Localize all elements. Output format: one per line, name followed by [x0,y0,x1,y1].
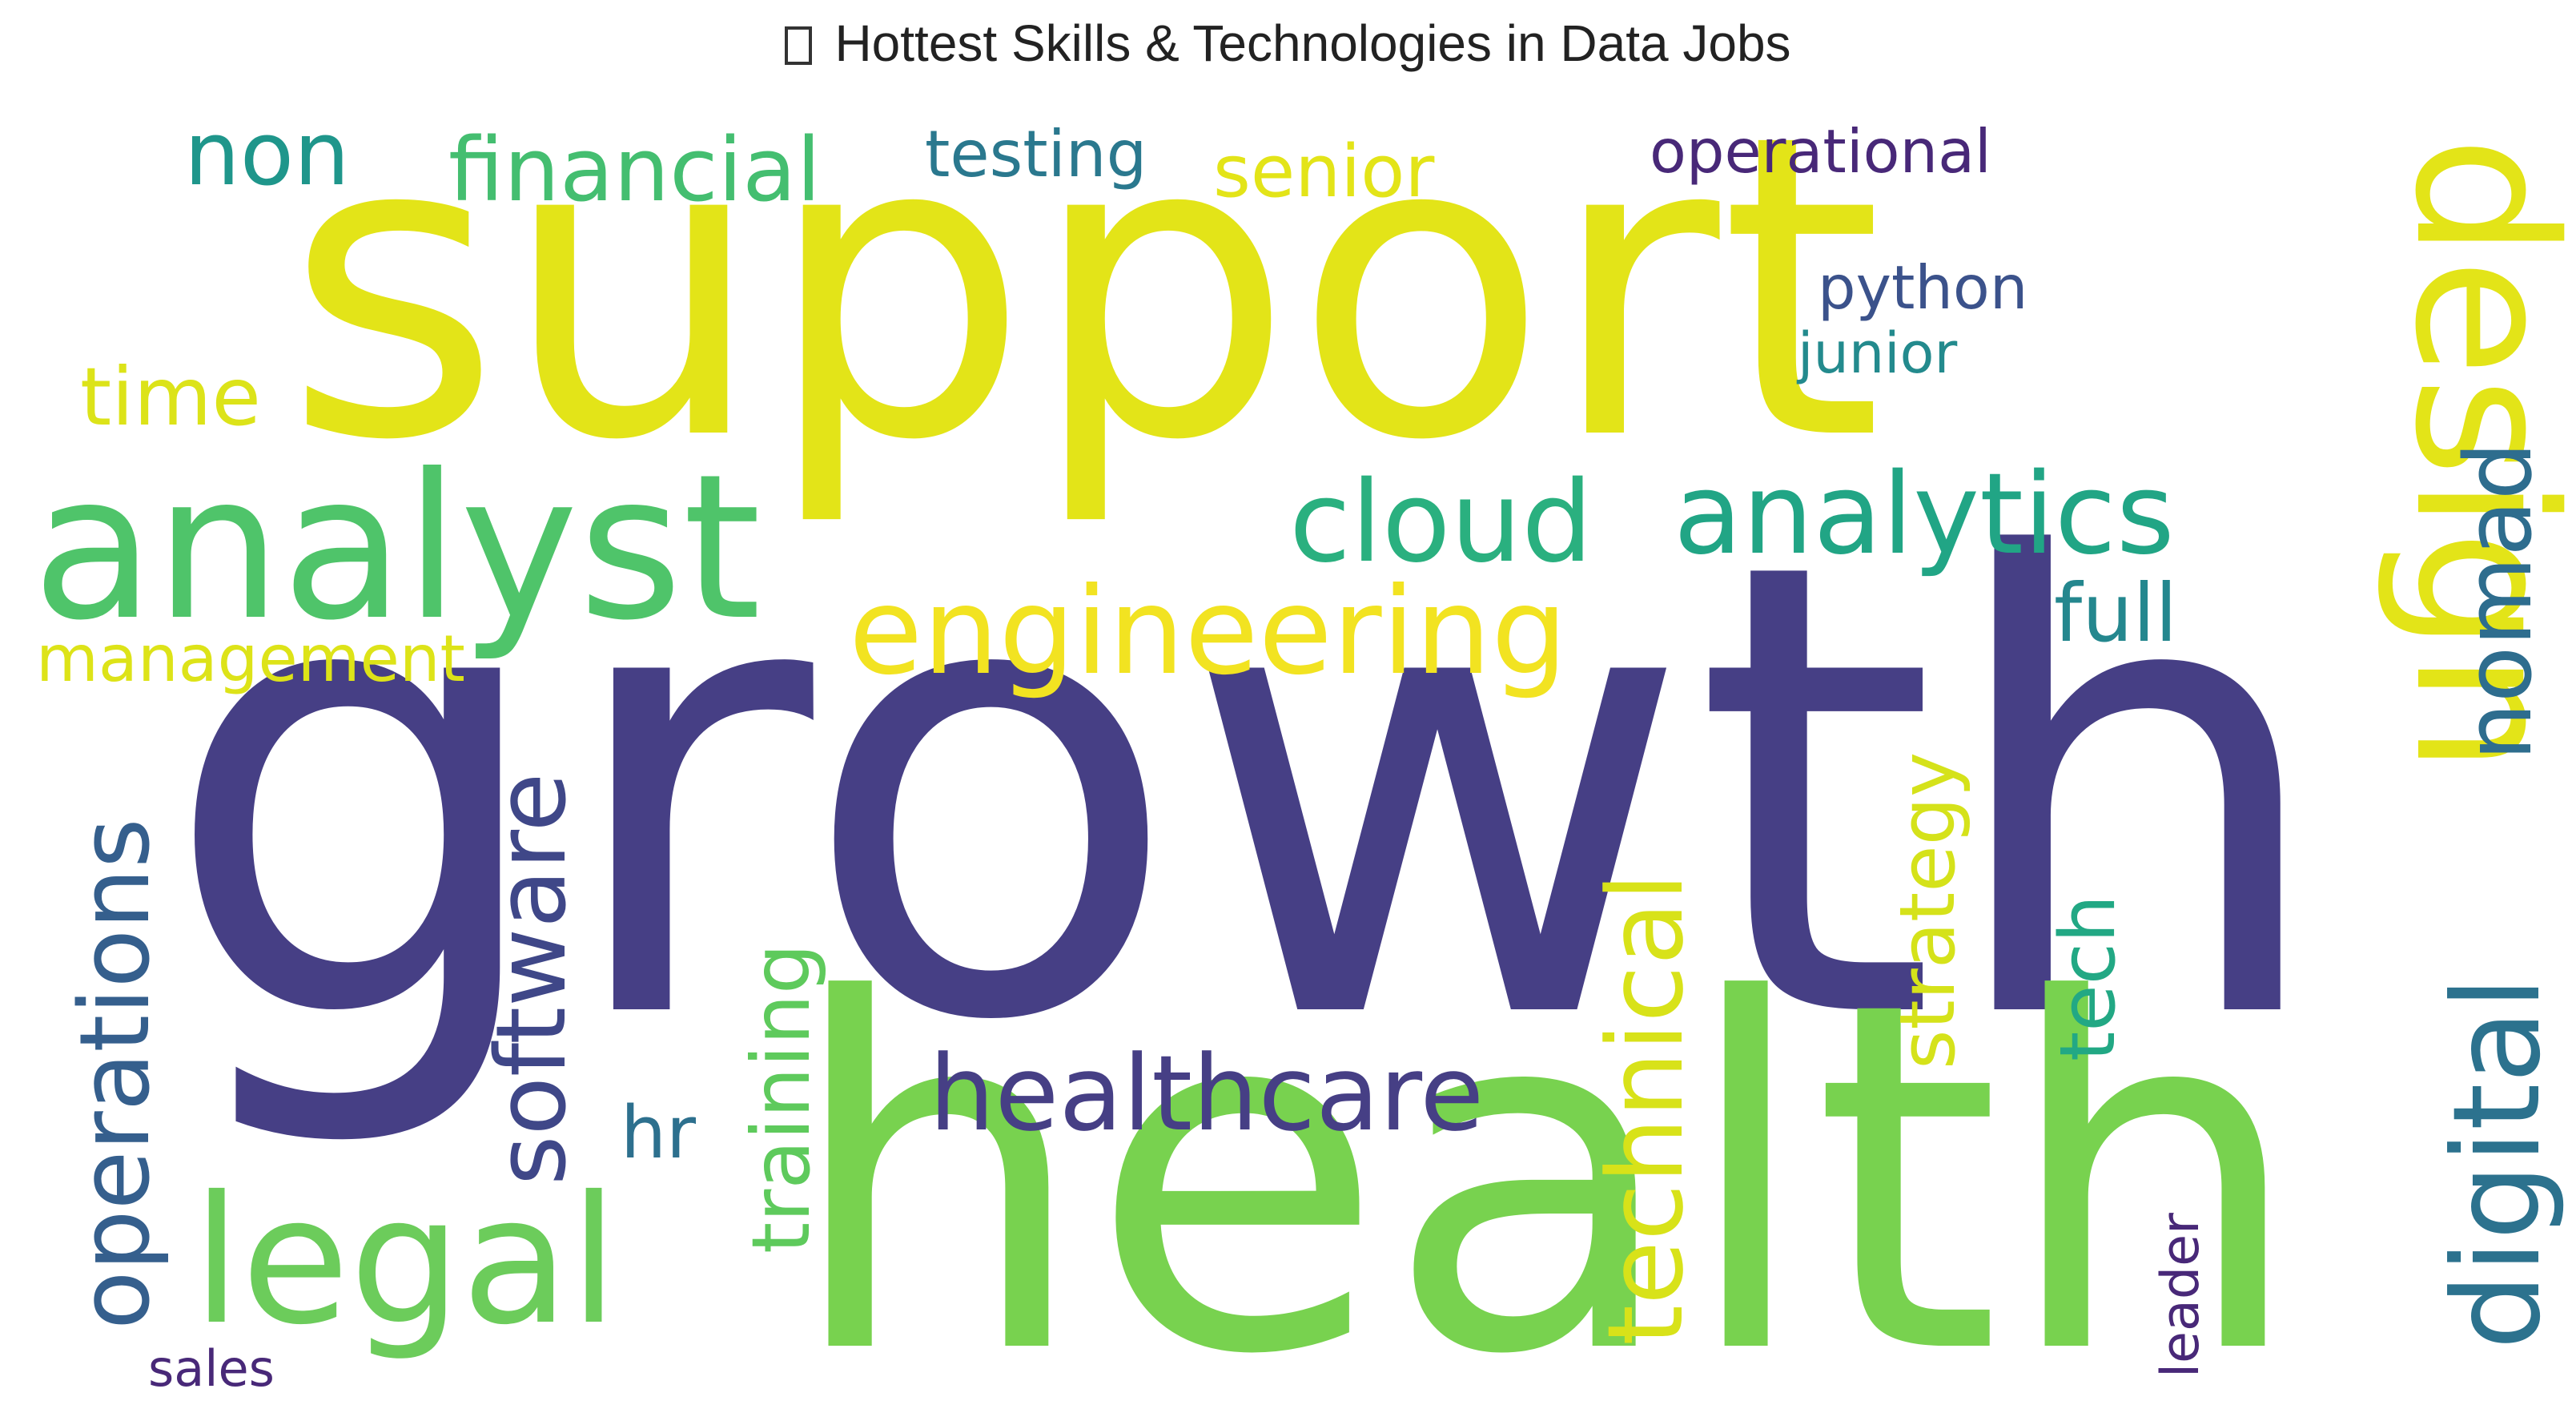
word-digital: digital [2428,976,2567,1350]
word-healthcare: healthcare [929,1033,1484,1154]
word-nomad: nomad [2445,441,2553,761]
word-engineering: engineering [849,562,1568,702]
word-management: management [36,622,465,696]
word-legal: legal [192,1158,618,1363]
word-growth: growth [160,429,2333,1157]
chart-title-text: Hottest Skills & Technologies in Data Jo… [834,14,1791,72]
word-analytics: analytics [1674,449,2175,580]
word-financial: financial [448,119,821,221]
word-software: software [476,773,588,1186]
word-operations: operations [60,818,171,1330]
word-strategy: strategy [1884,752,1972,1069]
word-design: design [2373,136,2576,774]
word-training: training [734,944,828,1254]
chart-title: Hottest Skills & Technologies in Data Jo… [0,11,2576,75]
word-senior: senior [1213,130,1434,214]
word-tech: tech [2044,895,2132,1061]
word-junior: junior [1796,320,1957,386]
word-health: health [785,900,2305,1417]
word-non: non [184,103,350,205]
word-python: python [1818,252,2027,323]
word-hr: hr [621,1091,696,1175]
word-operational: operational [1650,116,1991,187]
word-leader: leader [2151,1213,2211,1378]
word-full: full [2054,566,2177,660]
word-cloud: cloud [1289,457,1593,588]
word-testing: testing [925,117,1147,191]
word-support: support [284,46,1883,531]
word-analyst: analyst [32,431,762,664]
word-time: time [80,350,261,444]
word-sales: sales [148,1339,275,1398]
word-technical: technical [1585,872,1706,1346]
emoji-placeholder-icon [785,26,813,65]
